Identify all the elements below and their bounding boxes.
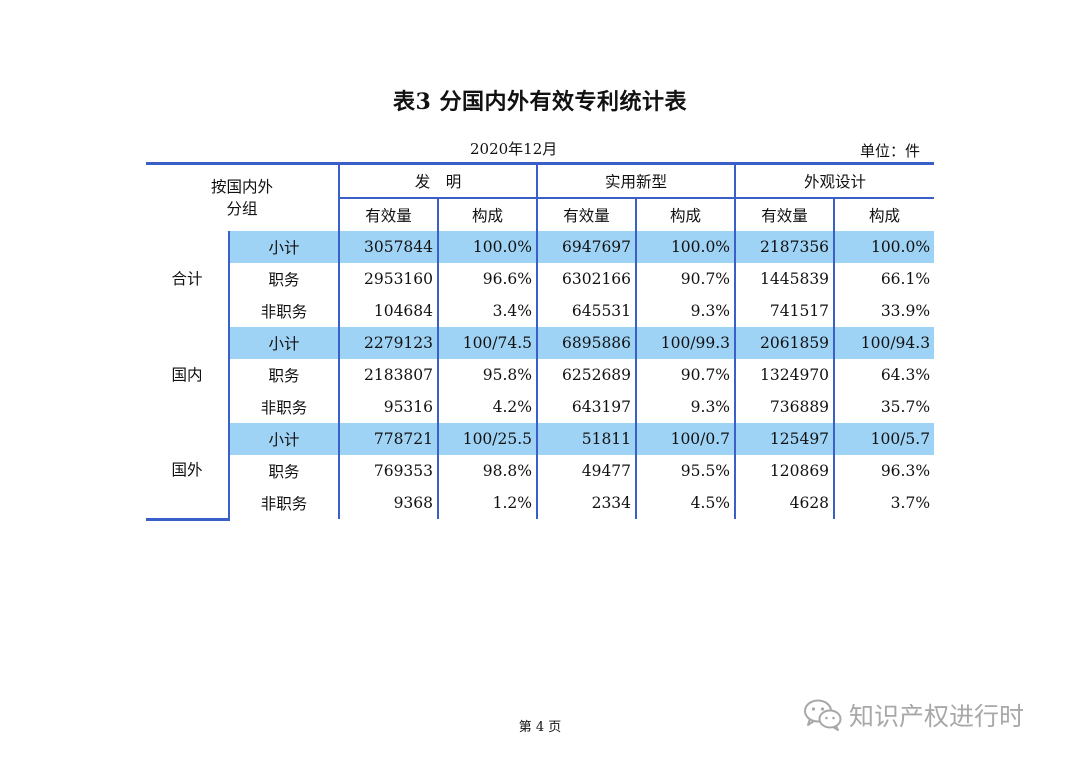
table-cell: 4.2% <box>437 391 538 423</box>
table-cell: 96.3% <box>833 455 935 487</box>
table-cell: 3.4% <box>437 295 538 327</box>
group-name: 国外 <box>146 423 229 521</box>
row-label: 小计 <box>227 231 340 263</box>
table-cell: 6947697 <box>536 231 637 263</box>
table-cell: 49477 <box>536 455 637 487</box>
group-header-line2: 分组 <box>226 200 258 218</box>
table-cell: 778721 <box>338 423 439 455</box>
table-cell: 2334 <box>536 487 637 519</box>
table-cell: 100.0% <box>437 231 538 263</box>
table-cell: 9.3% <box>635 391 736 423</box>
watermark: 知识产权进行时 <box>803 697 1024 733</box>
row-label: 职务 <box>227 359 340 391</box>
wechat-icon <box>804 699 842 731</box>
table-cell: 90.7% <box>635 263 736 295</box>
table-cell: 741517 <box>734 295 835 327</box>
table-cell: 120869 <box>734 455 835 487</box>
table-cell: 6302166 <box>536 263 637 295</box>
table-cell: 95.5% <box>635 455 736 487</box>
table-cell: 100/99.3 <box>635 327 736 359</box>
table-cell: 2953160 <box>338 263 439 295</box>
table-cell: 9.3% <box>635 295 736 327</box>
group-name: 国内 <box>171 366 203 384</box>
table-cell: 2187356 <box>734 231 835 263</box>
table-cell: 1324970 <box>734 359 835 391</box>
row-label: 小计 <box>227 327 340 359</box>
sub-col-header: 构成 <box>635 197 736 231</box>
table-cell: 769353 <box>338 455 439 487</box>
row-label: 非职务 <box>227 487 340 519</box>
row-label: 非职务 <box>227 391 340 423</box>
table-cell: 96.6% <box>437 263 538 295</box>
report-date: 2020年12月 <box>470 140 558 158</box>
table-cell: 125497 <box>734 423 835 455</box>
row-label: 小计 <box>227 423 340 455</box>
patent-statistics-table: 按国内外 分组 发 明 实用新型 外观设计 有效量 构成 有效量 构成 有效量 … <box>146 162 935 521</box>
table-cell: 95316 <box>338 391 439 423</box>
table-cell: 100/74.5 <box>437 327 538 359</box>
watermark-text: 知识产权进行时 <box>849 702 1025 731</box>
table-cell: 2279123 <box>338 327 439 359</box>
group-header-line1: 按国内外 <box>211 178 274 196</box>
table-cell: 6252689 <box>536 359 637 391</box>
table-cell: 100/5.7 <box>833 423 935 455</box>
table-cell: 66.1% <box>833 263 935 295</box>
table-cell: 736889 <box>734 391 835 423</box>
table-cell: 9368 <box>338 487 439 519</box>
table-cell: 90.7% <box>635 359 736 391</box>
sub-col-header: 有效量 <box>734 197 835 231</box>
table-cell: 3057844 <box>338 231 439 263</box>
table-cell: 643197 <box>536 391 637 423</box>
row-label: 非职务 <box>227 295 340 327</box>
table-cell: 100/0.7 <box>635 423 736 455</box>
table-cell: 100/94.3 <box>833 327 935 359</box>
table-cell: 64.3% <box>833 359 935 391</box>
table-cell: 6895886 <box>536 327 637 359</box>
table-cell: 100.0% <box>833 231 935 263</box>
row-label: 职务 <box>227 455 340 487</box>
table-cell: 2183807 <box>338 359 439 391</box>
sub-col-header: 有效量 <box>536 197 637 231</box>
table-cell: 51811 <box>536 423 637 455</box>
table-cell: 98.8% <box>437 455 538 487</box>
sub-col-header: 有效量 <box>338 197 439 231</box>
table-cell: 104684 <box>338 295 439 327</box>
table-cell: 35.7% <box>833 391 935 423</box>
table-cell: 100.0% <box>635 231 736 263</box>
group-header-cell: 按国内外 分组 <box>146 164 339 232</box>
category-invention: 发 明 <box>338 163 538 198</box>
sub-col-header: 构成 <box>437 197 538 231</box>
category-design: 外观设计 <box>734 163 935 198</box>
table-cell: 1.2% <box>437 487 538 519</box>
page-title: 表3 分国内外有效专利统计表 <box>393 89 687 115</box>
table-cell: 95.8% <box>437 359 538 391</box>
table-cell: 100/25.5 <box>437 423 538 455</box>
page-number: 第 4 页 <box>518 720 562 735</box>
table-cell: 4.5% <box>635 487 736 519</box>
table-cell: 3.7% <box>833 487 935 519</box>
table-cell: 33.9% <box>833 295 935 327</box>
table-cell: 4628 <box>734 487 835 519</box>
row-label: 职务 <box>227 263 340 295</box>
table-cell: 645531 <box>536 295 637 327</box>
sub-col-header: 构成 <box>833 197 935 231</box>
table-cell: 2061859 <box>734 327 835 359</box>
table-cell: 1445839 <box>734 263 835 295</box>
unit-label: 单位：件 <box>860 142 921 160</box>
group-name: 合计 <box>171 270 203 288</box>
category-utility-model: 实用新型 <box>536 163 736 198</box>
